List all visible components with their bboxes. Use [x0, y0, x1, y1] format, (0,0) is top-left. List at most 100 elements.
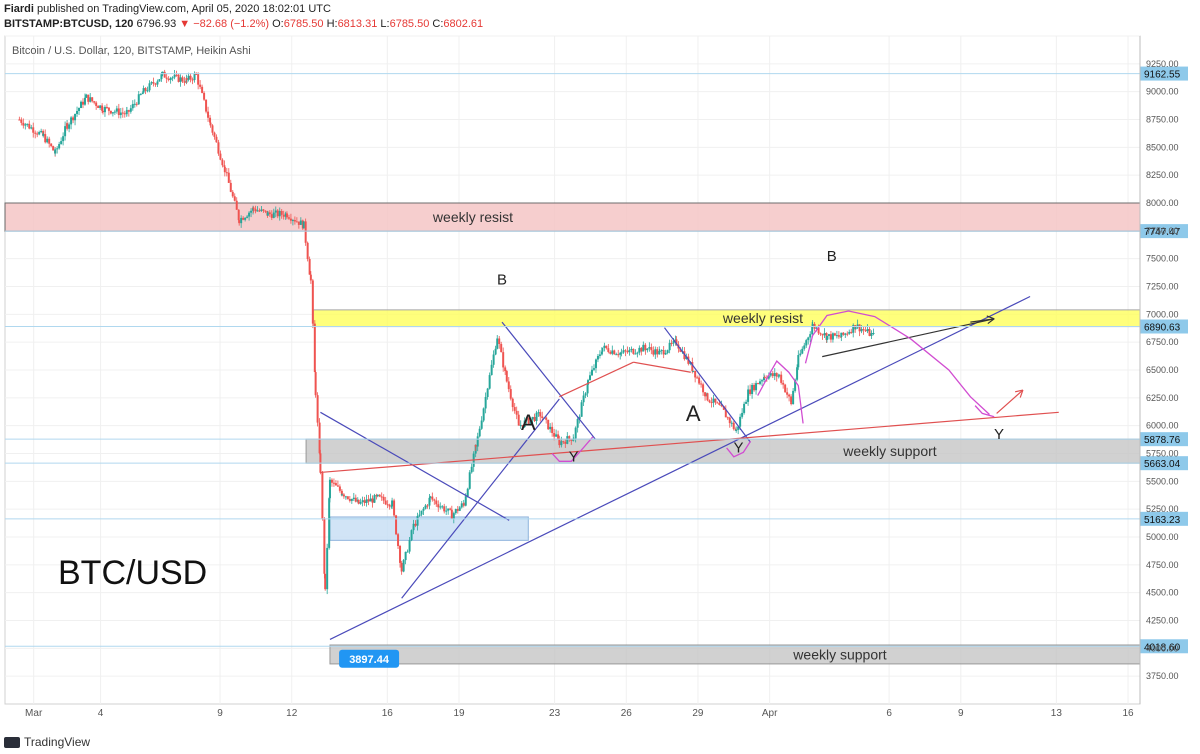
- y-tick-label: 8250.00: [1146, 170, 1179, 180]
- candle-body: [44, 134, 47, 143]
- candle-body: [278, 210, 281, 217]
- candle-body: [422, 508, 425, 511]
- candle-body: [592, 368, 595, 370]
- candle-body: [870, 333, 873, 336]
- candle-body: [418, 514, 421, 516]
- candle-body: [644, 347, 647, 351]
- candle-body: [373, 495, 376, 503]
- candle-body: [289, 218, 292, 221]
- candle-body: [400, 562, 403, 572]
- candle-body: [42, 134, 45, 136]
- symbol-label[interactable]: BITSTAMP:BTCUSD, 120: [4, 18, 134, 30]
- candle-body: [390, 506, 393, 508]
- trendline: [320, 411, 510, 521]
- candle-body: [502, 352, 505, 368]
- candle-body: [773, 373, 776, 377]
- candle-body: [790, 396, 793, 403]
- candle-body: [525, 417, 528, 421]
- candle-body: [509, 389, 512, 399]
- candle-body: [161, 71, 164, 75]
- candle-body: [336, 485, 339, 487]
- candle-body: [58, 144, 61, 149]
- low-value: 6785.50: [389, 18, 430, 30]
- candle-body: [107, 107, 110, 111]
- candle-body: [378, 494, 381, 497]
- candle-body: [287, 217, 290, 219]
- candle-body: [488, 375, 491, 389]
- candle-body: [734, 428, 737, 431]
- x-tick-label: 16: [382, 708, 394, 719]
- candle-body: [313, 323, 316, 373]
- candle-body: [125, 110, 128, 112]
- candle-body: [207, 111, 210, 118]
- candle-body: [792, 390, 795, 405]
- candle-body: [165, 77, 168, 79]
- candle-body: [704, 392, 707, 397]
- y-tick-label: 5000.00: [1146, 532, 1179, 542]
- candle-body: [670, 342, 673, 344]
- candle-body: [85, 94, 88, 98]
- candle-body: [399, 545, 402, 563]
- candle-body: [747, 389, 750, 397]
- trendline: [329, 295, 1031, 640]
- candle-body: [478, 428, 481, 437]
- candle-body: [535, 412, 538, 421]
- zone-label: weekly support: [792, 646, 886, 662]
- wave-label: B: [497, 271, 507, 288]
- candle-body: [632, 348, 635, 354]
- candle-body: [533, 416, 536, 421]
- candle-body: [304, 221, 307, 243]
- candle-body: [433, 499, 436, 501]
- publish-text: published on TradingView.com, April 05, …: [37, 3, 331, 15]
- candle-body: [233, 196, 236, 201]
- author-name[interactable]: Fiardi: [4, 3, 34, 15]
- candle-body: [601, 347, 604, 352]
- price-tag: [1140, 511, 1188, 526]
- projection-curve: [726, 440, 752, 458]
- candle-body: [797, 355, 800, 368]
- candle-body: [175, 74, 178, 76]
- candle-body: [706, 393, 709, 401]
- candle-body: [708, 400, 711, 403]
- candle-body: [54, 149, 57, 154]
- price-tag-label: 5878.76: [1144, 435, 1181, 446]
- candle-body: [551, 426, 554, 434]
- candle-body: [179, 77, 182, 82]
- candle-body: [424, 505, 427, 509]
- price-tag-label: 5163.23: [1144, 515, 1181, 526]
- y-tick-label: 6250.00: [1146, 393, 1179, 403]
- candle-body: [751, 384, 754, 395]
- candle-body: [613, 350, 616, 355]
- candle-body: [215, 136, 218, 143]
- candle-body: [332, 482, 335, 484]
- candle-body: [515, 410, 518, 415]
- candle-body: [382, 496, 385, 501]
- candle-body: [80, 101, 83, 108]
- candle-body: [133, 103, 136, 105]
- candle-body: [796, 367, 799, 380]
- candle-body: [470, 466, 473, 473]
- candle-body: [589, 375, 592, 381]
- candle-body: [83, 97, 86, 105]
- candle-body: [726, 417, 729, 419]
- candle-body: [359, 501, 362, 504]
- candle-body: [630, 348, 633, 350]
- candle-body: [211, 125, 214, 133]
- zone-label: weekly resist: [432, 209, 513, 225]
- candle-body: [231, 191, 234, 197]
- chart-title: Bitcoin / U.S. Dollar, 120, BITSTAMP, He…: [12, 45, 251, 57]
- candle-body: [330, 479, 333, 483]
- candle-body: [404, 551, 407, 561]
- candle-body: [730, 422, 733, 424]
- candle-body: [872, 332, 875, 334]
- x-tick-label: 4: [98, 708, 104, 719]
- candle-body: [596, 355, 599, 360]
- footer-brand[interactable]: TradingView: [24, 735, 91, 749]
- candle-body: [169, 78, 172, 81]
- candle-body: [258, 210, 261, 212]
- candle-body: [642, 344, 645, 352]
- candle-body: [823, 333, 826, 336]
- candle-body: [462, 503, 465, 506]
- candle-body: [720, 404, 723, 407]
